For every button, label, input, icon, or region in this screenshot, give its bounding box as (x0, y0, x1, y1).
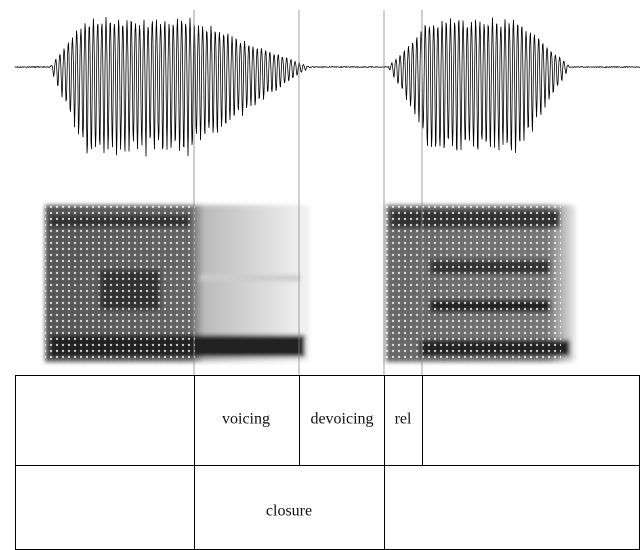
spectrogram-texture (45, 205, 195, 362)
formant-band (200, 275, 300, 281)
waveform (14, 16, 641, 157)
interval-label: devoicing (310, 411, 373, 428)
boundary-lines (193, 10, 423, 375)
tier-frame (15, 375, 640, 550)
textgrid (15, 375, 640, 550)
interval-label: rel (395, 411, 412, 428)
interval-label: voicing (222, 411, 270, 428)
interval-label: closure (266, 503, 312, 520)
spectrogram-texture (386, 205, 561, 362)
spectrogram (45, 205, 576, 362)
